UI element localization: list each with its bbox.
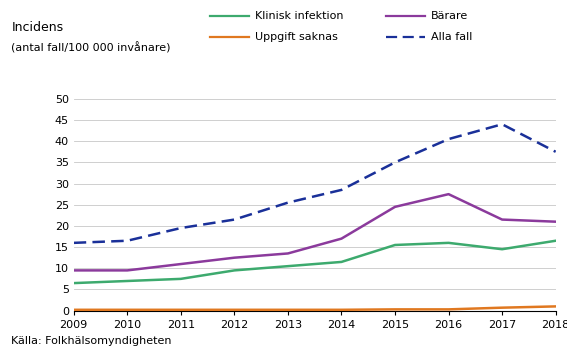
Text: (antal fall/100 000 invånare): (antal fall/100 000 invånare) [11,42,171,54]
Text: Alla fall: Alla fall [431,32,472,42]
Text: Uppgift saknas: Uppgift saknas [255,32,338,42]
Text: Källa: Folkhälsomyndigheten: Källa: Folkhälsomyndigheten [11,336,172,346]
Text: Bärare: Bärare [431,11,468,21]
Text: Klinisk infektion: Klinisk infektion [255,11,344,21]
Text: Incidens: Incidens [11,21,64,34]
